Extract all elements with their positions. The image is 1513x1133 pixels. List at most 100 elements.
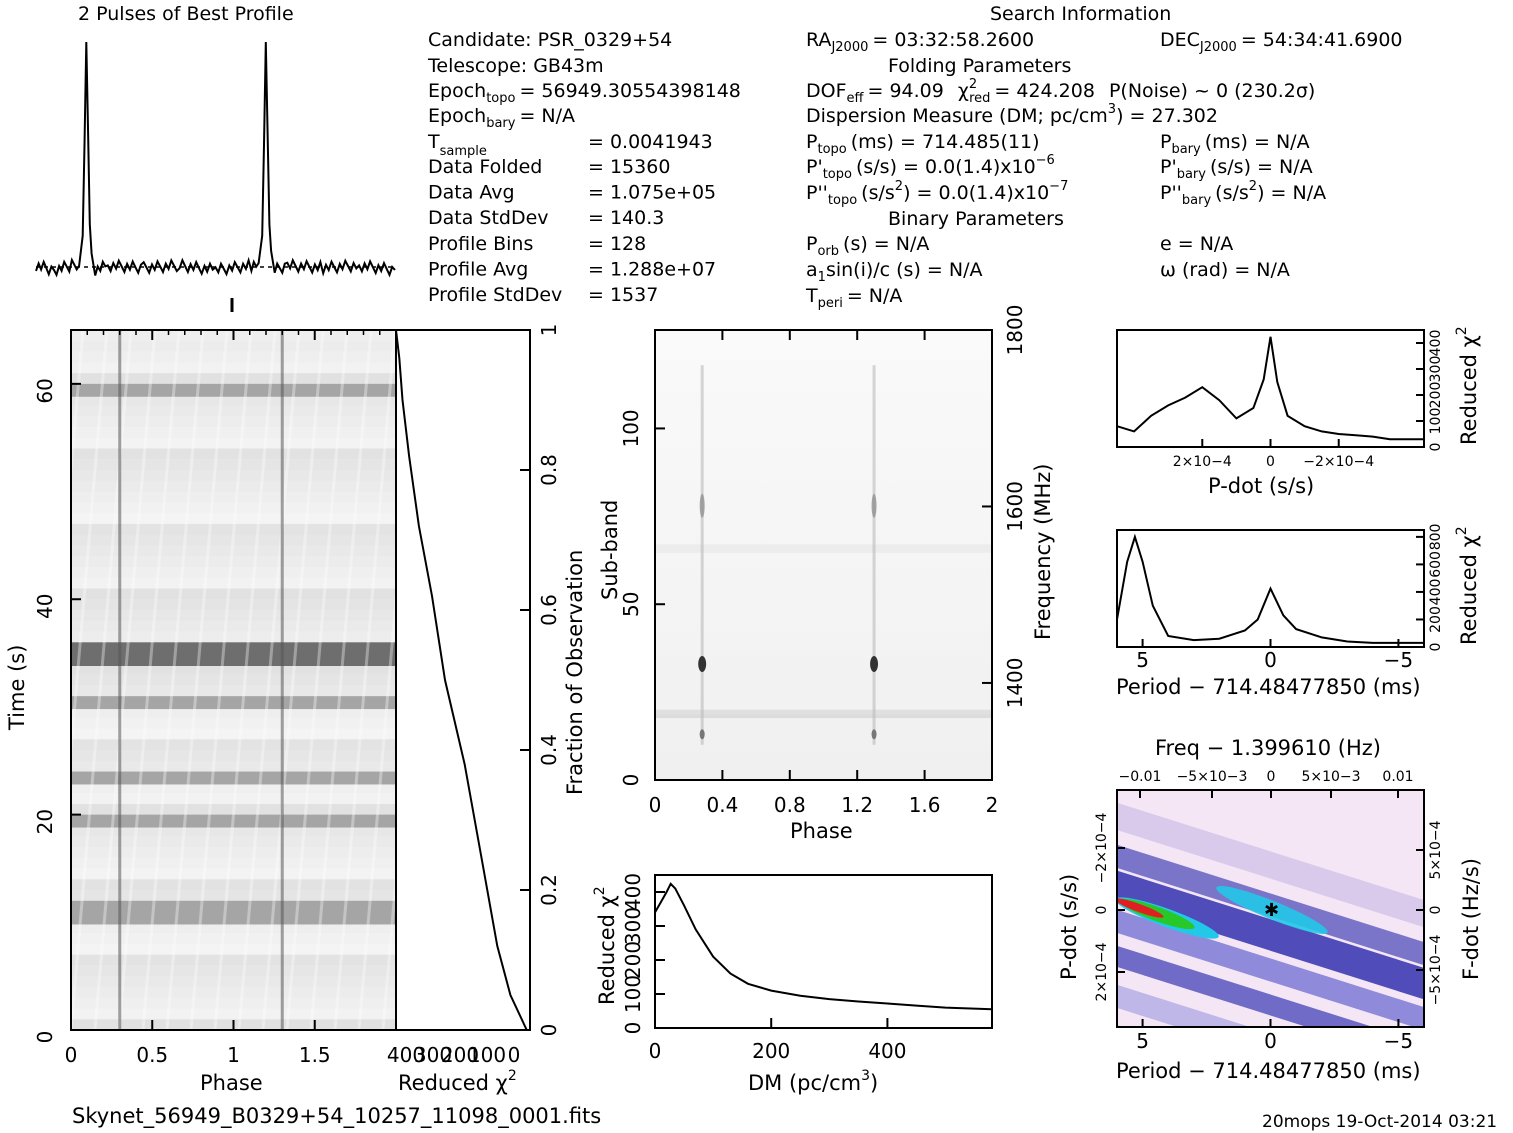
subband-xtick: 1.2 — [841, 793, 873, 817]
filename: Skynet_56949_B0329+54_10257_11098_0001.f… — [72, 1104, 601, 1129]
map-xtick: 5 — [1136, 1029, 1149, 1053]
info-row-label: Profile Bins — [428, 233, 533, 255]
porb-line: Porb (s) = N/A — [806, 233, 929, 259]
info-row-label: Data Avg — [428, 182, 515, 204]
pdot-frame — [1116, 329, 1425, 448]
map-ticks: 5 0 −5 −2×10−4 0 2×10−4 −0.01 −5×10−3 0 5×10−3 0.0… — [1094, 769, 1444, 1053]
subband-pulse-spot — [699, 729, 705, 740]
pdot-xtick: 2×10−4 — [1173, 454, 1232, 470]
time-row — [71, 825, 396, 837]
epoch-topo-line: Epochtopo = 56949.30554398148 — [428, 80, 741, 106]
time-streak — [407, 330, 467, 1030]
folding-params-title: Folding Parameters — [888, 55, 1071, 77]
subband-xtick: 0.4 — [706, 793, 738, 817]
period-line — [1116, 533, 1424, 644]
subband-pulse-column — [700, 365, 704, 745]
time-row — [71, 545, 396, 557]
a1sini-line: a1sin(i)/c (s) = N/A — [806, 259, 982, 285]
dm-ytick: 300 — [621, 907, 645, 945]
map-ylabel: P-dot (s/s) — [1057, 874, 1081, 980]
time-phase-xtick: 1.5 — [299, 1043, 331, 1067]
time-row — [71, 997, 396, 1009]
subband-xtick: 0.8 — [774, 793, 806, 817]
subband-pulse-spot — [870, 655, 879, 672]
time-row — [71, 674, 396, 686]
dm-xtick: 0 — [649, 1039, 662, 1063]
time-row — [71, 857, 396, 869]
map-band — [1117, 984, 1251, 1027]
binary-params-title: Binary Parameters — [888, 208, 1064, 230]
time-streak — [261, 330, 325, 1030]
map-right-tick: −5×10−4 — [1428, 935, 1444, 1006]
map-band — [1117, 909, 1424, 1027]
map-top-tick: 0.01 — [1382, 769, 1413, 785]
info-left: Candidate: PSR_0329+54 Telescope: GB43m … — [427, 29, 741, 306]
time-row — [71, 750, 396, 761]
time-row — [71, 523, 396, 535]
period-pdot-map: 5 0 −5 −2×10−4 0 2×10−4 −0.01 −5×10−3 0 5×10−3 0.0… — [1057, 736, 1483, 1083]
period-ytick: 0 — [1428, 643, 1444, 652]
period-xtick: 5 — [1136, 648, 1149, 672]
chi-fraction-xlabel: Reduced χ2 — [398, 1068, 517, 1095]
dm-xlabel: DM (pc/cm3) — [748, 1068, 878, 1095]
pdot-xtick: 0 — [1266, 454, 1275, 470]
time-row — [71, 986, 396, 998]
profile-plot — [35, 41, 396, 312]
map-top-tick: −5×10−3 — [1177, 769, 1248, 785]
time-row — [71, 890, 396, 901]
subband-ylabel: Sub-band — [598, 500, 622, 600]
time-row — [71, 362, 396, 374]
frequency-ytick: 1600 — [1003, 481, 1027, 532]
subband-pulse-spot — [871, 493, 877, 518]
period-xtick: 0 — [1264, 648, 1277, 672]
time-row — [71, 706, 396, 718]
subband-xtick: 1.6 — [909, 793, 941, 817]
time-streak — [189, 330, 253, 1030]
frequency-ytick: 1400 — [1003, 657, 1027, 708]
period-pdot-heatmap — [1117, 790, 1424, 1027]
map-band — [1117, 870, 1424, 1000]
time-row — [71, 631, 396, 643]
pulse-column — [118, 330, 122, 1030]
info-row-value: = 1.288e+07 — [588, 258, 716, 280]
time-row — [71, 588, 396, 600]
chi-fraction-ytick: 1 — [537, 324, 561, 337]
info-row-label: Profile StdDev — [428, 284, 562, 306]
subband-ytick: 100 — [619, 409, 643, 447]
subband-plot: 0 0.4 0.8 1.2 1.6 2 0 50 100 1400 1600 1800 Phase S… — [598, 305, 1055, 843]
time-phase-ytick: 40 — [33, 594, 57, 619]
time-streak — [117, 330, 181, 1030]
subband-frame — [654, 329, 993, 781]
chi-fraction-line — [395, 329, 528, 1031]
time-phase-ylabel: Time (s) — [5, 645, 29, 731]
time-row — [71, 577, 396, 589]
chi-fraction-ytick: 0 — [537, 1024, 561, 1037]
dm-ytick: 200 — [621, 941, 645, 979]
chi-fraction-xtick: 100 — [468, 1043, 506, 1067]
chi-fraction-ytick: 0.2 — [537, 874, 561, 906]
time-row — [71, 480, 396, 492]
map-title: Freq − 1.399610 (Hz) — [1155, 736, 1381, 760]
info-row-value: = 15360 — [588, 156, 670, 178]
time-row — [71, 373, 396, 384]
time-row — [71, 470, 396, 481]
subband-row — [655, 547, 992, 553]
time-row — [71, 976, 396, 987]
pdot-ytick: 400 — [1428, 330, 1444, 357]
chi-fraction-xtick: 300 — [414, 1043, 452, 1067]
time-streak — [333, 330, 396, 1030]
ptopo-line: Ptopo (ms) = 714.485(11) — [806, 131, 1040, 157]
time-row — [71, 793, 396, 804]
period-ytick: 800 — [1428, 524, 1444, 551]
period-xtick: −5 — [1384, 648, 1413, 672]
time-phase-ytick: 0 — [33, 1031, 57, 1044]
time-streak — [431, 330, 491, 1030]
info-row-label: Data Folded — [428, 156, 542, 178]
subband-row — [655, 544, 992, 550]
pdot-line — [1116, 336, 1424, 441]
